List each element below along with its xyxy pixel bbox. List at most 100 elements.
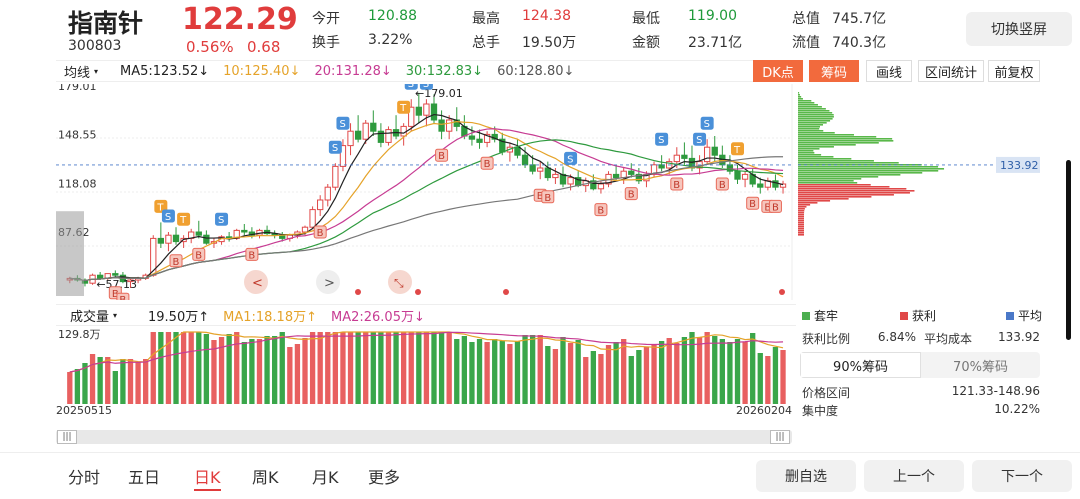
volume-bar (393, 332, 399, 404)
volume-bar (211, 340, 217, 404)
chip-bar (798, 232, 804, 234)
chip-bar (798, 108, 826, 110)
chip-button[interactable]: 筹码 (809, 60, 859, 82)
previous-stock-button[interactable]: 上一个 (864, 460, 964, 492)
volume-bar (499, 341, 505, 404)
interval-stats-button[interactable]: 区间统计 (918, 60, 984, 82)
y-axis-label: 148.55 (58, 129, 97, 142)
trapped-swatch (802, 311, 810, 320)
candle-body (324, 186, 331, 201)
signal-marker (397, 100, 411, 114)
switch-portrait-button[interactable]: 切换竖屏 (966, 12, 1072, 46)
left-range-handle[interactable]: ||| (57, 430, 77, 444)
period-tab-2[interactable]: 日K (194, 464, 221, 491)
change-value: 0.68 (247, 38, 281, 56)
chip-bar (798, 96, 802, 98)
candle-body (309, 209, 316, 228)
ma-value-3: 30:132.83↓ (405, 63, 484, 79)
volume-bar (605, 345, 612, 404)
draw-line-button[interactable]: 画线 (866, 60, 912, 82)
volume-bar (74, 369, 81, 404)
chip-bar (798, 206, 807, 208)
range-scrollbar[interactable] (56, 430, 792, 444)
pan-left-button (244, 270, 268, 294)
adjust-button[interactable]: 前复权 (988, 60, 1040, 82)
signal-marker (419, 84, 433, 90)
stat-label: 今开 (312, 11, 340, 27)
volume-selector[interactable]: 成交量 ▾ (70, 305, 117, 325)
volume-bar (727, 342, 733, 404)
next-stock-button[interactable]: 下一个 (972, 460, 1072, 492)
period-tab-5[interactable]: 更多 (368, 468, 401, 487)
volume-bar (226, 334, 232, 404)
signal-marker (435, 148, 449, 162)
candle-body (590, 180, 597, 190)
candle-body (514, 146, 521, 156)
collapse-icon: ⤡ (394, 276, 404, 290)
volume-bar (120, 359, 126, 404)
signal-marker (313, 225, 327, 239)
tab-70-chip[interactable]: 70%筹码 (953, 359, 1008, 375)
volume-bar (454, 339, 460, 404)
scroll-indicator[interactable] (1066, 160, 1071, 340)
volume-bar (218, 337, 225, 404)
volume-bar (628, 356, 634, 404)
right-range-handle[interactable]: ||| (770, 430, 790, 444)
chip-bar (798, 180, 854, 182)
candle-body (612, 173, 620, 179)
chip-bar (798, 174, 901, 176)
candle-body (711, 146, 718, 156)
volume-bar (651, 344, 657, 404)
volume-bar (347, 332, 354, 404)
signal-marker (693, 132, 707, 146)
volume-bar (658, 341, 665, 404)
price-shade (56, 211, 84, 296)
chip-bar (798, 102, 815, 104)
chip-bar (798, 188, 907, 190)
volume-bar (309, 332, 316, 404)
stat-value: 119.00 (688, 8, 737, 24)
kline-chart[interactable]: 179.01148.55118.0887.62←179.01←57.13BBTS… (56, 84, 796, 300)
ma-value-1: 10:125.40↓ (223, 63, 301, 79)
chip-bar (798, 98, 803, 100)
signal-marker-label: B (764, 202, 771, 213)
volume-bar (537, 335, 543, 404)
signal-marker-label: B (597, 206, 604, 217)
stat-value: 745.7亿 (832, 11, 887, 27)
tab-90-chip[interactable]: 90%筹码 (800, 352, 921, 378)
chip-bar (798, 210, 805, 212)
ma-selector[interactable]: 均线 ▾ (64, 61, 98, 81)
chip-bar (798, 178, 862, 180)
volume-bar (666, 338, 672, 404)
volume-bar (484, 342, 490, 404)
period-tab-3[interactable]: 周K (252, 468, 279, 487)
candle-body (658, 164, 665, 169)
volume-bar (363, 332, 369, 404)
candle-body (347, 130, 354, 147)
period-tab-1[interactable]: 五日 (128, 468, 161, 487)
signal-marker-label: B (544, 193, 551, 204)
profit-swatch (900, 311, 908, 320)
period-tab-4[interactable]: 月K (312, 468, 339, 487)
stat-value: 120.88 (368, 8, 417, 24)
average-swatch (1006, 311, 1014, 320)
dk-point-button[interactable]: DK点 (753, 60, 803, 82)
end-date: 20260204 (736, 404, 792, 417)
candle-body (127, 279, 134, 283)
volume-bar (742, 342, 748, 404)
volume-bar (408, 332, 414, 404)
max-price-annotation: ←179.01 (415, 87, 463, 100)
signal-marker-label: B (195, 250, 202, 261)
volume-bar (416, 332, 422, 404)
volume-values: 19.50万↑ MA1:18.18万↑ MA2:26.05万↓ (148, 305, 439, 325)
stat-label: 总值 (792, 11, 820, 27)
chip-bar (798, 198, 849, 200)
signal-marker (624, 187, 638, 201)
chip-bar (798, 126, 820, 128)
volume-bar (780, 350, 786, 404)
volume-chart[interactable] (56, 326, 796, 404)
remove-watchlist-button[interactable]: 删自选 (756, 460, 856, 492)
avg-cost-label: 平均成本 (924, 332, 973, 346)
volume-bar (188, 332, 194, 404)
period-tab-0[interactable]: 分时 (68, 468, 101, 487)
